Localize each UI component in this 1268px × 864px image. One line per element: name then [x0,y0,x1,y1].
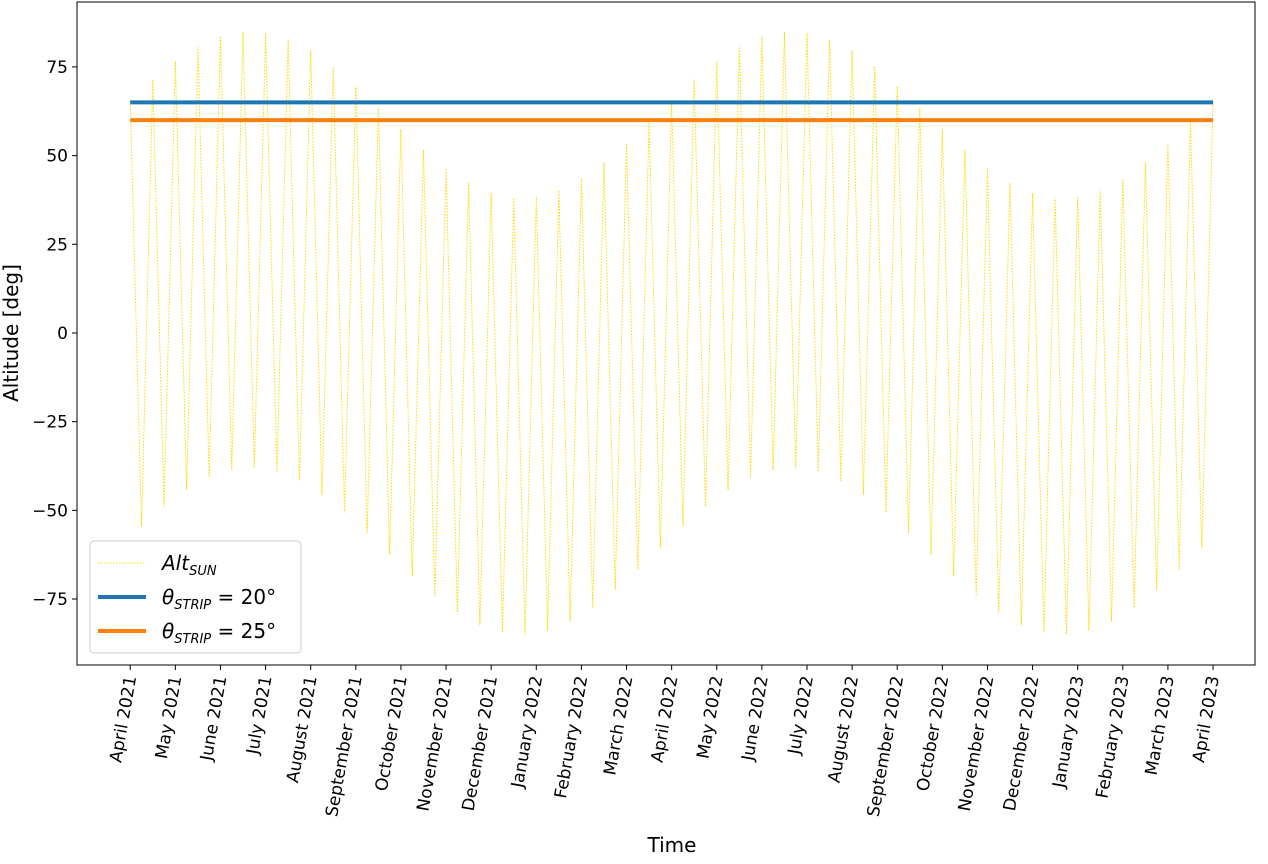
x-tick-label: August 2022 [825,674,863,784]
x-tick-label: March 2023 [1142,674,1179,776]
x-tick-label: April 2022 [648,674,683,764]
x-tick-label: May 2022 [693,674,727,760]
series-line [129,31,1214,635]
legend-box [89,540,302,654]
y-tick-label: 0 [57,324,68,344]
x-tick-label: April 2023 [1189,674,1224,764]
x-tick-label: November 2021 [413,674,457,812]
legend-label: θSTRIP = 25° [162,619,276,647]
x-tick-label: August 2021 [283,674,321,784]
y-tick-label: 25 [46,235,68,255]
x-tick-label: April 2021 [106,674,141,764]
x-tick-label: January 2023 [1049,674,1089,790]
legend-label: AltSUN [160,551,217,579]
x-tick-label: October 2022 [913,674,953,792]
x-tick-label: March 2022 [600,674,637,776]
legend-label: θSTRIP = 20° [162,585,276,613]
x-tick-label: July 2022 [784,674,818,757]
x-tick-label: September 2022 [864,674,908,818]
x-tick-label: October 2021 [372,674,412,792]
y-tick-label: 50 [46,147,68,167]
y-tick-label: −75 [32,590,68,610]
x-tick-label: July 2021 [243,674,277,757]
x-tick-label: June 2022 [738,674,773,763]
x-tick-label: November 2022 [955,674,999,812]
y-tick-label: −25 [32,413,68,433]
x-tick-label: December 2021 [459,674,502,812]
x-tick-label: September 2021 [322,674,366,818]
x-tick-label: February 2022 [551,674,592,800]
x-tick-label: May 2021 [152,674,186,760]
y-tick-label: −50 [32,501,68,521]
x-axis-label: Time [647,833,697,857]
plot-frame [76,1,1256,666]
x-tick-label: June 2021 [197,674,232,763]
x-tick-label: January 2022 [508,674,548,790]
y-tick-label: 75 [46,58,68,78]
x-tick-label: February 2023 [1093,674,1134,800]
y-axis-label: Altitude [deg] [0,264,23,402]
x-tick-label: December 2022 [1000,674,1043,812]
